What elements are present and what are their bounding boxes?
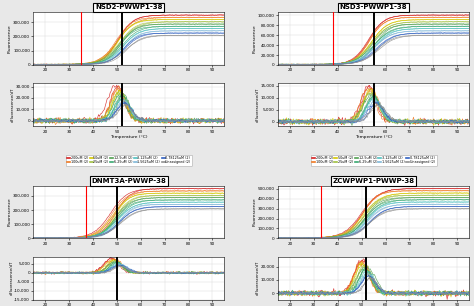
- Y-axis label: Fluorescence: Fluorescence: [253, 24, 256, 53]
- X-axis label: Temperature (°C): Temperature (°C): [110, 135, 147, 139]
- Title: NSD3-PWWP1-38: NSD3-PWWP1-38: [340, 5, 408, 10]
- Legend: 200uM (2), 100uM (2), 50uM (2), 25uM (2), 12.5uM (2), 6.25uM (2), 3.125uM (2), 1: 200uM (2), 100uM (2), 50uM (2), 25uM (2)…: [66, 155, 192, 166]
- Y-axis label: dFluorescence/dT: dFluorescence/dT: [256, 261, 260, 296]
- Y-axis label: Fluorescence: Fluorescence: [8, 198, 11, 226]
- Y-axis label: dFluorescence/dT: dFluorescence/dT: [256, 88, 260, 122]
- Title: ZCWPWP1-PWWP-38: ZCWPWP1-PWWP-38: [333, 178, 415, 184]
- Legend: 200uM (2), 100uM (2), 50uM (2), 25uM (2), 12.5uM (2), 6.25uM (2), 3.125uM (2), 1: 200uM (2), 100uM (2), 50uM (2), 25uM (2)…: [310, 155, 437, 166]
- Title: NSD2-PWWP1-38: NSD2-PWWP1-38: [95, 5, 163, 10]
- Title: DNMT3A-PWWP-38: DNMT3A-PWWP-38: [91, 178, 166, 184]
- Y-axis label: dFluorescence/dT: dFluorescence/dT: [9, 261, 14, 296]
- X-axis label: Temperature (°C): Temperature (°C): [355, 135, 392, 139]
- Y-axis label: Fluorescence: Fluorescence: [253, 198, 256, 226]
- Y-axis label: dFluorescence/dT: dFluorescence/dT: [11, 88, 15, 122]
- Y-axis label: Fluorescence: Fluorescence: [8, 24, 11, 53]
